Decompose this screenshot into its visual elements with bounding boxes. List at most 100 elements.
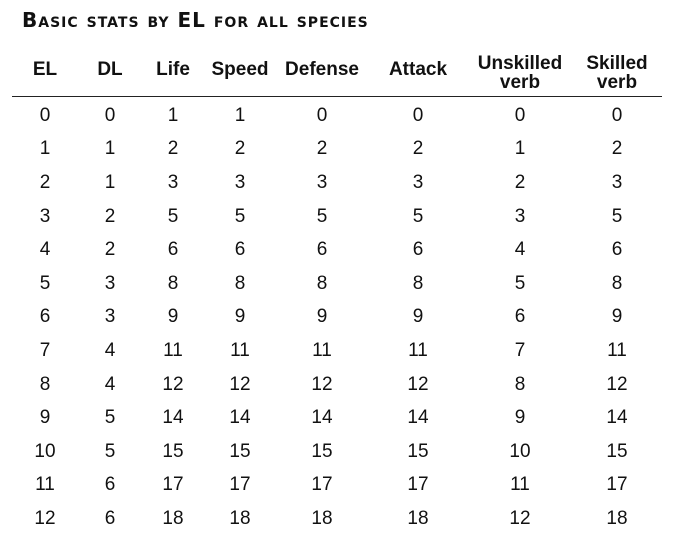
cell-el: 1 [39, 138, 51, 160]
column-header-defense: Defense [276, 42, 368, 97]
cell-el: 8 [39, 373, 51, 395]
cell-life: 5 [167, 205, 179, 227]
cell-defense: 0 [316, 104, 328, 126]
cell-defense: 17 [311, 474, 333, 496]
cell-speed: 12 [229, 373, 251, 395]
cell-attack: 18 [407, 507, 429, 529]
cell-defense: 9 [316, 306, 328, 328]
column-header-speed: Speed [204, 42, 276, 97]
cell-skilled-verb: 0 [611, 104, 623, 126]
cell-defense: 14 [311, 407, 333, 429]
table-row: 2 1 3 3 3 3 2 3 [12, 166, 662, 200]
cell-dl: 0 [104, 104, 116, 126]
cell-attack: 11 [408, 339, 428, 361]
cell-skilled-verb: 2 [611, 138, 623, 160]
cell-unskilled-verb: 6 [514, 306, 526, 328]
cell-unskilled-verb: 5 [514, 272, 526, 294]
cell-skilled-verb: 14 [606, 407, 628, 429]
cell-el: 4 [39, 239, 51, 261]
column-header-dl: DL [78, 42, 142, 97]
column-header-life: Life [142, 42, 204, 97]
column-header-skilled-verb: Skilled verb [572, 42, 662, 97]
cell-attack: 17 [407, 474, 429, 496]
stats-table: EL DL Life Speed Defense Attack Unskille… [12, 42, 662, 536]
cell-life: 9 [167, 306, 179, 328]
cell-el: 10 [34, 440, 56, 462]
cell-defense: 8 [316, 272, 328, 294]
cell-speed: 18 [229, 507, 251, 529]
cell-defense: 2 [316, 138, 328, 160]
cell-dl: 6 [104, 474, 116, 496]
table-title: Basic stats by EL for all species [22, 8, 369, 32]
cell-dl: 4 [104, 339, 116, 361]
cell-speed: 2 [234, 138, 246, 160]
cell-life: 11 [163, 339, 183, 361]
cell-el: 11 [35, 474, 55, 496]
cell-dl: 5 [104, 407, 116, 429]
cell-unskilled-verb: 2 [514, 171, 526, 193]
cell-attack: 0 [412, 104, 424, 126]
cell-speed: 6 [234, 239, 246, 261]
cell-unskilled-verb: 0 [514, 104, 526, 126]
cell-dl: 6 [104, 507, 116, 529]
cell-skilled-verb: 9 [611, 306, 623, 328]
cell-attack: 2 [412, 138, 424, 160]
cell-el: 0 [39, 104, 51, 126]
cell-life: 15 [162, 440, 184, 462]
cell-speed: 11 [230, 339, 250, 361]
cell-life: 18 [162, 507, 184, 529]
table-row: 3 2 5 5 5 5 3 5 [12, 200, 662, 234]
cell-dl: 1 [104, 138, 116, 160]
cell-skilled-verb: 11 [607, 339, 627, 361]
cell-dl: 5 [104, 440, 116, 462]
cell-unskilled-verb: 4 [514, 239, 526, 261]
cell-life: 2 [167, 138, 179, 160]
cell-attack: 14 [407, 407, 429, 429]
cell-speed: 8 [234, 272, 246, 294]
cell-unskilled-verb: 7 [514, 339, 526, 361]
cell-attack: 9 [412, 306, 424, 328]
cell-el: 6 [39, 306, 51, 328]
cell-dl: 4 [104, 373, 116, 395]
table-row: 4 2 6 6 6 6 4 6 [12, 233, 662, 267]
cell-life: 1 [167, 104, 179, 126]
column-header-attack: Attack [368, 42, 468, 97]
table-row: 9 5 14 14 14 14 9 14 [12, 401, 662, 435]
cell-attack: 8 [412, 272, 424, 294]
cell-skilled-verb: 17 [606, 474, 628, 496]
cell-el: 2 [39, 171, 51, 193]
cell-defense: 15 [311, 440, 333, 462]
cell-attack: 6 [412, 239, 424, 261]
cell-el: 9 [39, 407, 51, 429]
cell-dl: 3 [104, 306, 116, 328]
cell-attack: 15 [407, 440, 429, 462]
cell-life: 8 [167, 272, 179, 294]
cell-speed: 17 [229, 474, 251, 496]
table-row: 12 6 18 18 18 18 12 18 [12, 502, 662, 536]
cell-speed: 3 [234, 171, 246, 193]
cell-life: 14 [162, 407, 184, 429]
cell-life: 3 [167, 171, 179, 193]
cell-unskilled-verb: 10 [509, 440, 531, 462]
cell-unskilled-verb: 11 [510, 474, 530, 496]
cell-unskilled-verb: 8 [514, 373, 526, 395]
cell-unskilled-verb: 3 [514, 205, 526, 227]
cell-skilled-verb: 3 [611, 171, 623, 193]
table-row: 1 1 2 2 2 2 1 2 [12, 133, 662, 167]
cell-life: 6 [167, 239, 179, 261]
cell-defense: 18 [311, 507, 333, 529]
cell-speed: 9 [234, 306, 246, 328]
cell-skilled-verb: 15 [606, 440, 628, 462]
cell-skilled-verb: 18 [606, 507, 628, 529]
table-row: 7 4 11 11 11 11 7 11 [12, 334, 662, 368]
table-row: 6 3 9 9 9 9 6 9 [12, 301, 662, 335]
cell-dl: 2 [104, 205, 116, 227]
cell-el: 7 [39, 339, 51, 361]
cell-attack: 3 [412, 171, 424, 193]
cell-skilled-verb: 8 [611, 272, 623, 294]
cell-unskilled-verb: 12 [509, 507, 531, 529]
cell-unskilled-verb: 9 [514, 407, 526, 429]
cell-defense: 3 [316, 171, 328, 193]
cell-skilled-verb: 12 [606, 373, 628, 395]
table-row: 0 0 1 1 0 0 0 0 [12, 97, 662, 133]
